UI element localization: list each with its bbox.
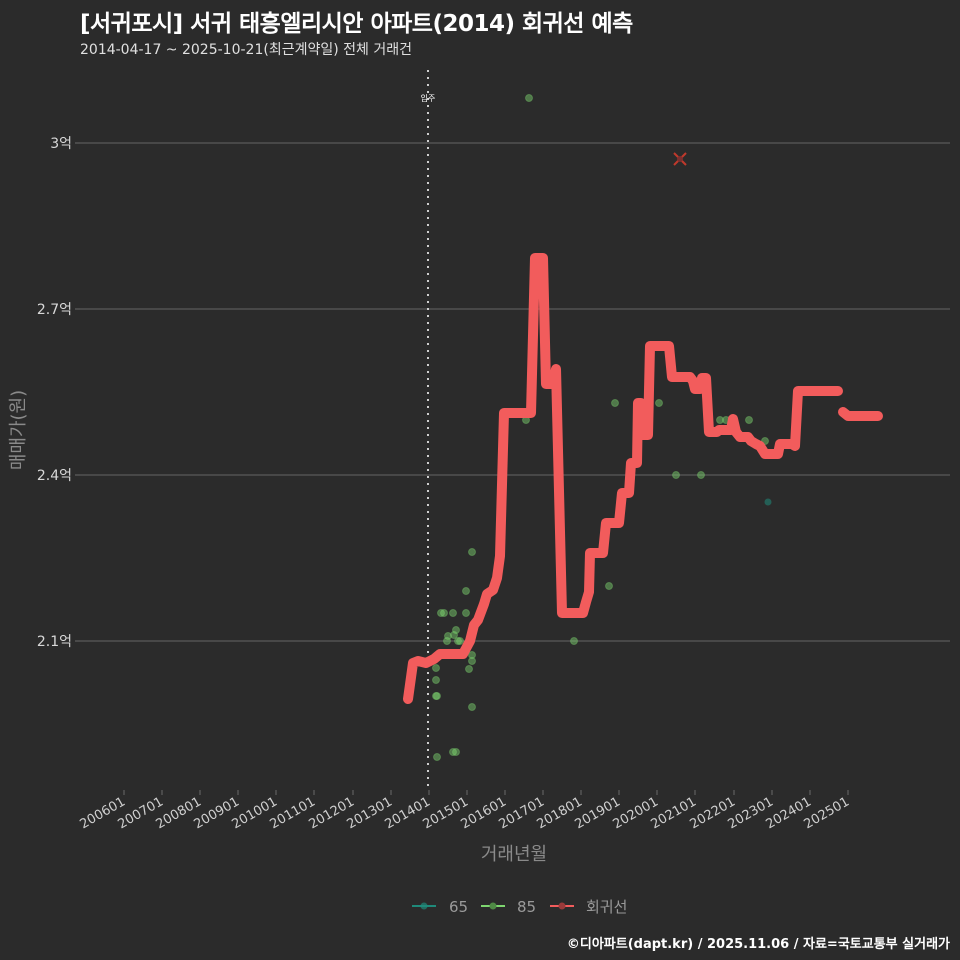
y-tick-label: 2.1억 xyxy=(37,634,72,650)
legend-item-regression: 회귀선 xyxy=(550,898,627,916)
outlier-point xyxy=(677,156,683,162)
legend: 65 85 회귀선 xyxy=(412,898,627,916)
legend-item-85: 85 xyxy=(481,898,536,916)
gridlines xyxy=(80,142,950,642)
legend-label: 회귀선 xyxy=(586,898,627,916)
chart-title: [서귀포시] 서귀 태흥엘리시안 아파트(2014) 회귀선 예측 xyxy=(80,11,633,37)
move-in-label: 입주 xyxy=(421,94,436,103)
source-caption: ©디아파트(dapt.kr) / 2025.11.06 / 자료=국토교통부 실… xyxy=(566,937,950,952)
legend-label: 65 xyxy=(449,898,468,916)
legend-dot-icon xyxy=(420,902,428,910)
chart-subtitle: 2014-04-17 ~ 2025-10-21(최근계약일) 전체 거래건 xyxy=(80,42,412,58)
x-axis xyxy=(123,790,849,795)
y-tick-label: 2.4억 xyxy=(37,468,72,484)
x-axis-title: 거래년월 xyxy=(481,844,547,865)
y-axis: 3억 2.7억 2.4억 2.1억 매매가(원) xyxy=(8,136,80,650)
legend-label: 85 xyxy=(517,898,536,916)
legend-dot-icon xyxy=(489,902,497,910)
series-65-points xyxy=(764,498,772,506)
y-axis-title: 매매가(원) xyxy=(8,390,29,470)
regression-line-forecast xyxy=(838,407,883,421)
y-tick-label: 2.7억 xyxy=(37,302,72,318)
legend-dot-icon xyxy=(558,902,566,910)
regression-line xyxy=(403,253,843,704)
legend-item-65: 65 xyxy=(412,898,468,916)
x-tick-labels: 200601 200701 200801 200901 201001 20110… xyxy=(78,794,852,832)
y-tick-label: 3억 xyxy=(50,136,72,152)
